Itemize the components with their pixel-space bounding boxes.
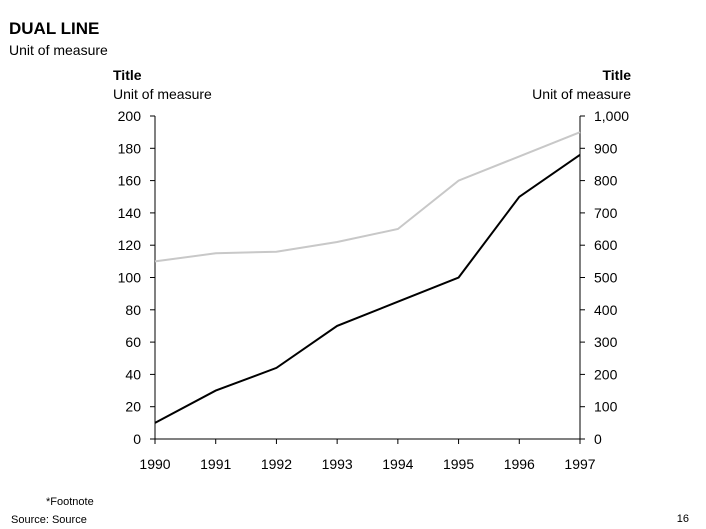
x-tick-label: 1995: [443, 456, 474, 472]
left-tick-label: 120: [118, 237, 142, 253]
x-tick-label: 1994: [382, 456, 413, 472]
page-number: 16: [676, 513, 689, 525]
right-tick-label: 400: [594, 302, 618, 318]
right-tick-label: 500: [594, 270, 618, 286]
right-tick-label: 600: [594, 237, 618, 253]
left-tick-label: 180: [118, 140, 142, 156]
right-tick-label: 200: [594, 366, 618, 382]
page-subtitle: Unit of measure: [9, 42, 108, 58]
series-line-right-axis: [154, 131, 581, 263]
left-axis-title: Title: [113, 67, 142, 83]
right-axis-unit: Unit of measure: [532, 86, 631, 102]
right-tick-label: 700: [594, 205, 618, 221]
left-tick-label: 40: [125, 366, 141, 382]
left-tick-label: 100: [118, 270, 142, 286]
page-title: DUAL LINE: [9, 19, 100, 38]
source-note: Source: Source: [11, 514, 87, 526]
left-tick-label: 0: [133, 431, 141, 447]
x-tick-label: 1991: [200, 456, 231, 472]
x-tick-label: 1997: [564, 456, 595, 472]
right-tick-label: 900: [594, 140, 618, 156]
x-tick-label: 1996: [504, 456, 535, 472]
left-tick-label: 140: [118, 205, 142, 221]
left-axis-unit: Unit of measure: [113, 86, 212, 102]
left-tick-label: 60: [125, 334, 141, 350]
series-line-left-axis: [154, 153, 581, 424]
footnote: *Footnote: [46, 496, 94, 508]
x-tick-label: 1993: [322, 456, 353, 472]
right-tick-label: 100: [594, 399, 618, 415]
left-tick-label: 200: [118, 108, 142, 124]
left-tick-label: 160: [118, 173, 142, 189]
right-tick-label: 0: [594, 431, 602, 447]
left-tick-label: 80: [125, 302, 141, 318]
right-tick-label: 1,000: [594, 108, 629, 124]
right-tick-label: 800: [594, 173, 618, 189]
x-tick-label: 1992: [261, 456, 292, 472]
left-tick-label: 20: [125, 399, 141, 415]
x-tick-label: 1990: [139, 456, 170, 472]
right-tick-label: 300: [594, 334, 618, 350]
right-axis-title: Title: [602, 67, 631, 83]
